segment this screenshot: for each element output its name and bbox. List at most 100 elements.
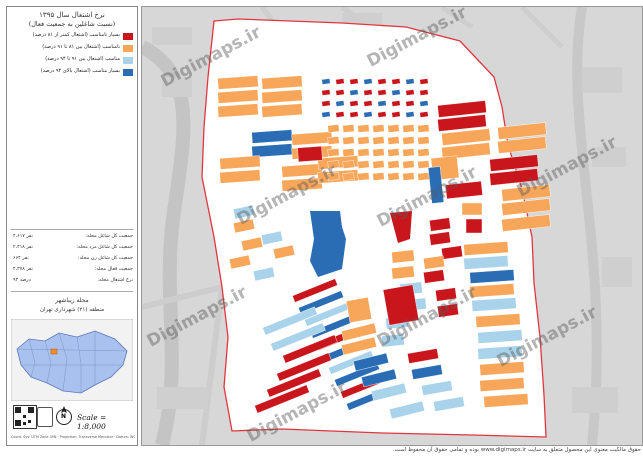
parcel — [387, 136, 400, 145]
parcel — [391, 100, 401, 107]
parcel — [349, 89, 359, 96]
map-canvas[interactable]: Digimaps.ir Digimaps.ir Digimaps.ir Digi… — [141, 6, 643, 446]
parcel — [461, 202, 483, 216]
parcel — [387, 172, 400, 181]
parcel — [310, 211, 346, 277]
parcel — [437, 100, 487, 118]
parcel — [217, 103, 259, 118]
parcel — [342, 124, 355, 133]
parcel — [327, 148, 340, 157]
parcel — [321, 89, 331, 96]
parcel — [363, 111, 373, 118]
divider — [11, 291, 133, 292]
parcel — [252, 266, 276, 282]
parcel — [417, 148, 430, 157]
parcel — [228, 254, 252, 270]
parcel — [391, 111, 401, 118]
parcel — [429, 217, 451, 232]
parcel — [327, 160, 340, 169]
parcel — [297, 145, 323, 163]
parcel — [387, 148, 400, 157]
parcel — [411, 364, 443, 380]
parcel — [497, 122, 547, 140]
stat-row: جمعیت کل شاغل زن محله: ۶۶۴ نفر — [13, 256, 133, 261]
swatch-very-poor — [123, 33, 133, 40]
parcel — [363, 78, 373, 85]
parcel — [419, 100, 429, 107]
scale-text: Scale = 1:8,000 — [77, 413, 107, 431]
parcel — [497, 136, 547, 154]
parcel — [390, 211, 412, 243]
stat-row: جمعیت کل شاغل مرد محله: ۲،۴۱۸ نفر — [13, 245, 133, 250]
parcel — [270, 322, 326, 352]
parcel — [261, 89, 303, 104]
parcel — [501, 198, 551, 216]
swatch-very-good — [123, 69, 133, 76]
parcel — [377, 100, 387, 107]
parcel — [479, 361, 525, 376]
parcel — [372, 124, 385, 133]
parcel — [349, 111, 359, 118]
parcel — [483, 393, 529, 408]
parcel — [441, 128, 491, 146]
parcel — [463, 255, 509, 270]
parcel — [402, 136, 415, 145]
parcel — [342, 172, 355, 181]
parcel — [405, 100, 415, 107]
parcel — [501, 184, 551, 202]
swatch-poor — [123, 45, 133, 52]
location-title: محله زیباشهر — [55, 297, 89, 304]
parcel — [349, 78, 359, 85]
parcel — [357, 172, 370, 181]
parcel — [357, 148, 370, 157]
parcel — [335, 111, 345, 118]
parcel — [477, 329, 523, 344]
parcel — [402, 124, 415, 133]
parcel — [219, 169, 261, 184]
parcel — [402, 172, 415, 181]
parcel — [479, 377, 525, 392]
parcel — [327, 124, 340, 133]
stat-row: جمعیت فعال محله: ۴،۳۷۸ نفر — [13, 267, 133, 272]
logo-icon — [37, 407, 53, 427]
parcel — [387, 124, 400, 133]
parcel — [419, 111, 429, 118]
parcel — [372, 172, 385, 181]
parcel — [421, 380, 453, 396]
parcel — [377, 89, 387, 96]
legend-title: نرخ اشتغال سال ۱۳۹۵ — [39, 11, 105, 19]
parcel — [489, 168, 539, 186]
legend-label: بسیار نامناسب (اشتغال کمتر از ۸۱ درصد) — [32, 32, 120, 38]
parcel — [327, 172, 340, 181]
parcel — [342, 148, 355, 157]
parcel — [387, 160, 400, 169]
parcel — [405, 78, 415, 85]
parcel — [389, 400, 425, 420]
parcel — [335, 78, 345, 85]
parcel — [292, 278, 338, 303]
parcel — [372, 148, 385, 157]
parcel — [471, 297, 517, 312]
parcel — [465, 218, 483, 234]
parcel — [429, 231, 451, 246]
parcel — [417, 136, 430, 145]
parcel — [463, 241, 509, 256]
parcel — [272, 244, 296, 260]
parcel — [445, 180, 483, 200]
legend-subtitle: (نسبت شاغلین به جمعیت فعال) — [28, 20, 116, 28]
parcel — [321, 111, 331, 118]
parcel — [321, 100, 331, 107]
parcel — [437, 303, 459, 318]
legend-label: مناسب (اشتغال بین ۹۱ تا ۹۴ درصد) — [45, 56, 120, 62]
parcel — [342, 136, 355, 145]
parcel — [405, 89, 415, 96]
parcel — [341, 336, 377, 356]
location-subtitle: منطقه (۲۱) شهرداری تهران — [39, 307, 105, 313]
legend-item-very-poor: بسیار نامناسب (اشتغال کمتر از ۸۱ درصد) — [11, 32, 135, 42]
swatch-good — [123, 57, 133, 64]
parcel — [372, 136, 385, 145]
parcel — [357, 136, 370, 145]
north-arrow-icon — [56, 406, 72, 425]
parcel — [298, 290, 344, 315]
parcel-layer — [217, 75, 551, 420]
